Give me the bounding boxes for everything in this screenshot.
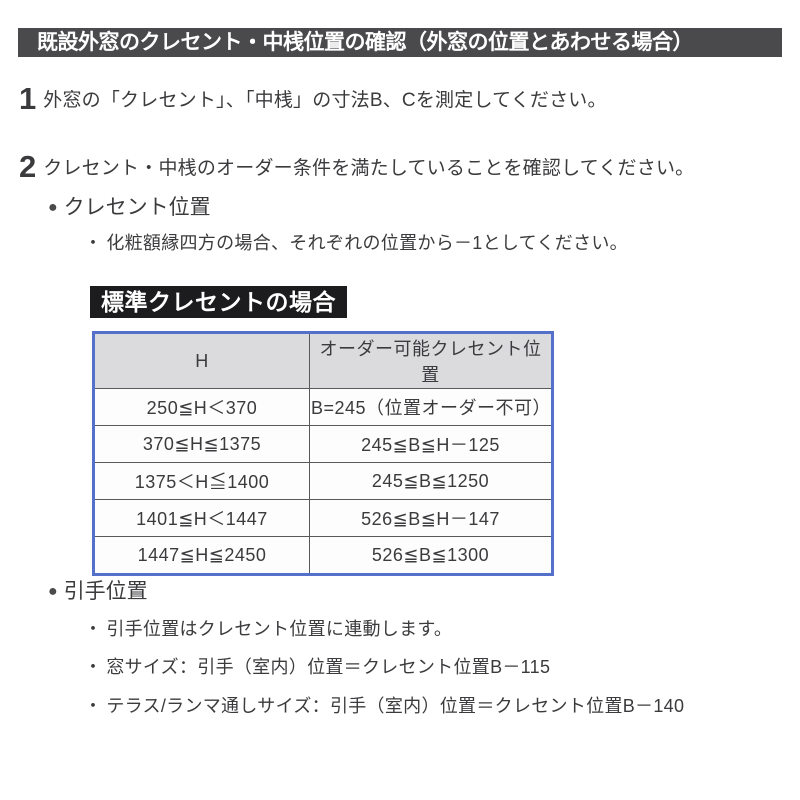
handle-position-note: ・テラス/ランマ通しサイズ：引手（室内）位置＝クレセント位置B－140 xyxy=(84,694,684,718)
table-cell-h-range: 370≦H≦1375 xyxy=(93,425,310,463)
table-cell-b-range: B=245（位置オーダー不可） xyxy=(309,388,553,426)
table-cell-b-range: 526≦B≦1300 xyxy=(309,536,553,575)
dot-bullet-icon: ・ xyxy=(84,619,103,639)
table-cell-h-range: 1401≦H＜1447 xyxy=(93,499,310,537)
table-row: 1401≦H＜1447 526≦B≦H－147 xyxy=(93,499,553,537)
table-header-h: H xyxy=(93,332,310,389)
table-cell-h-range: 1375＜H≦1400 xyxy=(93,462,310,500)
step-2-number: 2 xyxy=(19,149,37,184)
step-2: 2 クレセント・中桟のオーダー条件を満たしていることを確認してください。 xyxy=(19,149,695,184)
crescent-position-heading-label: クレセント位置 xyxy=(63,196,211,219)
bullet-icon: ● xyxy=(48,583,58,600)
standard-crescent-label: 標準クレセントの場合 xyxy=(90,286,347,318)
table-row: 1447≦H≦2450 526≦B≦1300 xyxy=(93,536,553,575)
step-1: 1 外窓の「クレセント」、「中桟」の寸法B、Cを測定してください。 xyxy=(19,81,607,116)
table-header-row: H オーダー可能クレセント位置 xyxy=(93,332,553,389)
crescent-position-note: ・化粧額縁四方の場合、それぞれの位置から－1としてください。 xyxy=(84,231,628,255)
crescent-position-heading: ● クレセント位置 xyxy=(48,196,211,220)
dot-bullet-icon: ・ xyxy=(84,657,103,677)
table-row: 1375＜H≦1400 245≦B≦1250 xyxy=(93,462,553,500)
bullet-icon: ● xyxy=(48,199,58,216)
table-cell-b-range: 245≦B≦H－125 xyxy=(309,425,553,463)
step-1-number: 1 xyxy=(19,81,37,116)
table-cell-b-range: 245≦B≦1250 xyxy=(309,462,553,500)
handle-position-note-text: テラス/ランマ通しサイズ：引手（室内）位置＝クレセント位置B－140 xyxy=(106,696,685,716)
dot-bullet-icon: ・ xyxy=(84,233,103,253)
handle-position-note: ・引手位置はクレセント位置に連動します。 xyxy=(84,617,452,641)
handle-position-note-text: 窓サイズ：引手（室内）位置＝クレセント位置B－115 xyxy=(106,657,551,677)
handle-position-heading: ● 引手位置 xyxy=(48,580,148,604)
table-header-order-position: オーダー可能クレセント位置 xyxy=(309,332,553,389)
handle-position-heading-label: 引手位置 xyxy=(63,580,148,603)
handle-position-note-text: 引手位置はクレセント位置に連動します。 xyxy=(106,619,453,639)
table-row: 250≦H＜370 B=245（位置オーダー不可） xyxy=(93,388,553,426)
crescent-position-note-text: 化粧額縁四方の場合、それぞれの位置から－1としてください。 xyxy=(106,233,628,253)
table-row: 370≦H≦1375 245≦B≦H－125 xyxy=(93,425,553,463)
table-cell-b-range: 526≦B≦H－147 xyxy=(309,499,553,537)
dot-bullet-icon: ・ xyxy=(84,696,103,716)
step-1-text: 外窓の「クレセント」、「中桟」の寸法B、Cを測定してください。 xyxy=(43,90,607,111)
step-2-text: クレセント・中桟のオーダー条件を満たしていることを確認してください。 xyxy=(43,158,695,179)
handle-position-note: ・窓サイズ：引手（室内）位置＝クレセント位置B－115 xyxy=(84,655,550,679)
table-cell-h-range: 1447≦H≦2450 xyxy=(93,536,310,575)
crescent-position-table: H オーダー可能クレセント位置 250≦H＜370 B=245（位置オーダー不可… xyxy=(92,331,554,576)
table-cell-h-range: 250≦H＜370 xyxy=(93,388,310,426)
section-banner-title: 既設外窓のクレセント・中桟位置の確認（外窓の位置とあわせる場合） xyxy=(18,28,782,57)
